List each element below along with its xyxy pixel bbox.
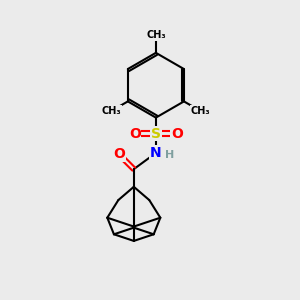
Text: H: H	[165, 150, 175, 160]
Text: CH₃: CH₃	[191, 106, 210, 116]
Text: O: O	[171, 127, 183, 141]
Text: CH₃: CH₃	[101, 106, 121, 116]
Text: S: S	[151, 127, 161, 141]
Text: N: N	[150, 146, 162, 160]
Text: O: O	[113, 147, 125, 161]
Text: CH₃: CH₃	[146, 30, 166, 40]
Text: O: O	[129, 127, 141, 141]
